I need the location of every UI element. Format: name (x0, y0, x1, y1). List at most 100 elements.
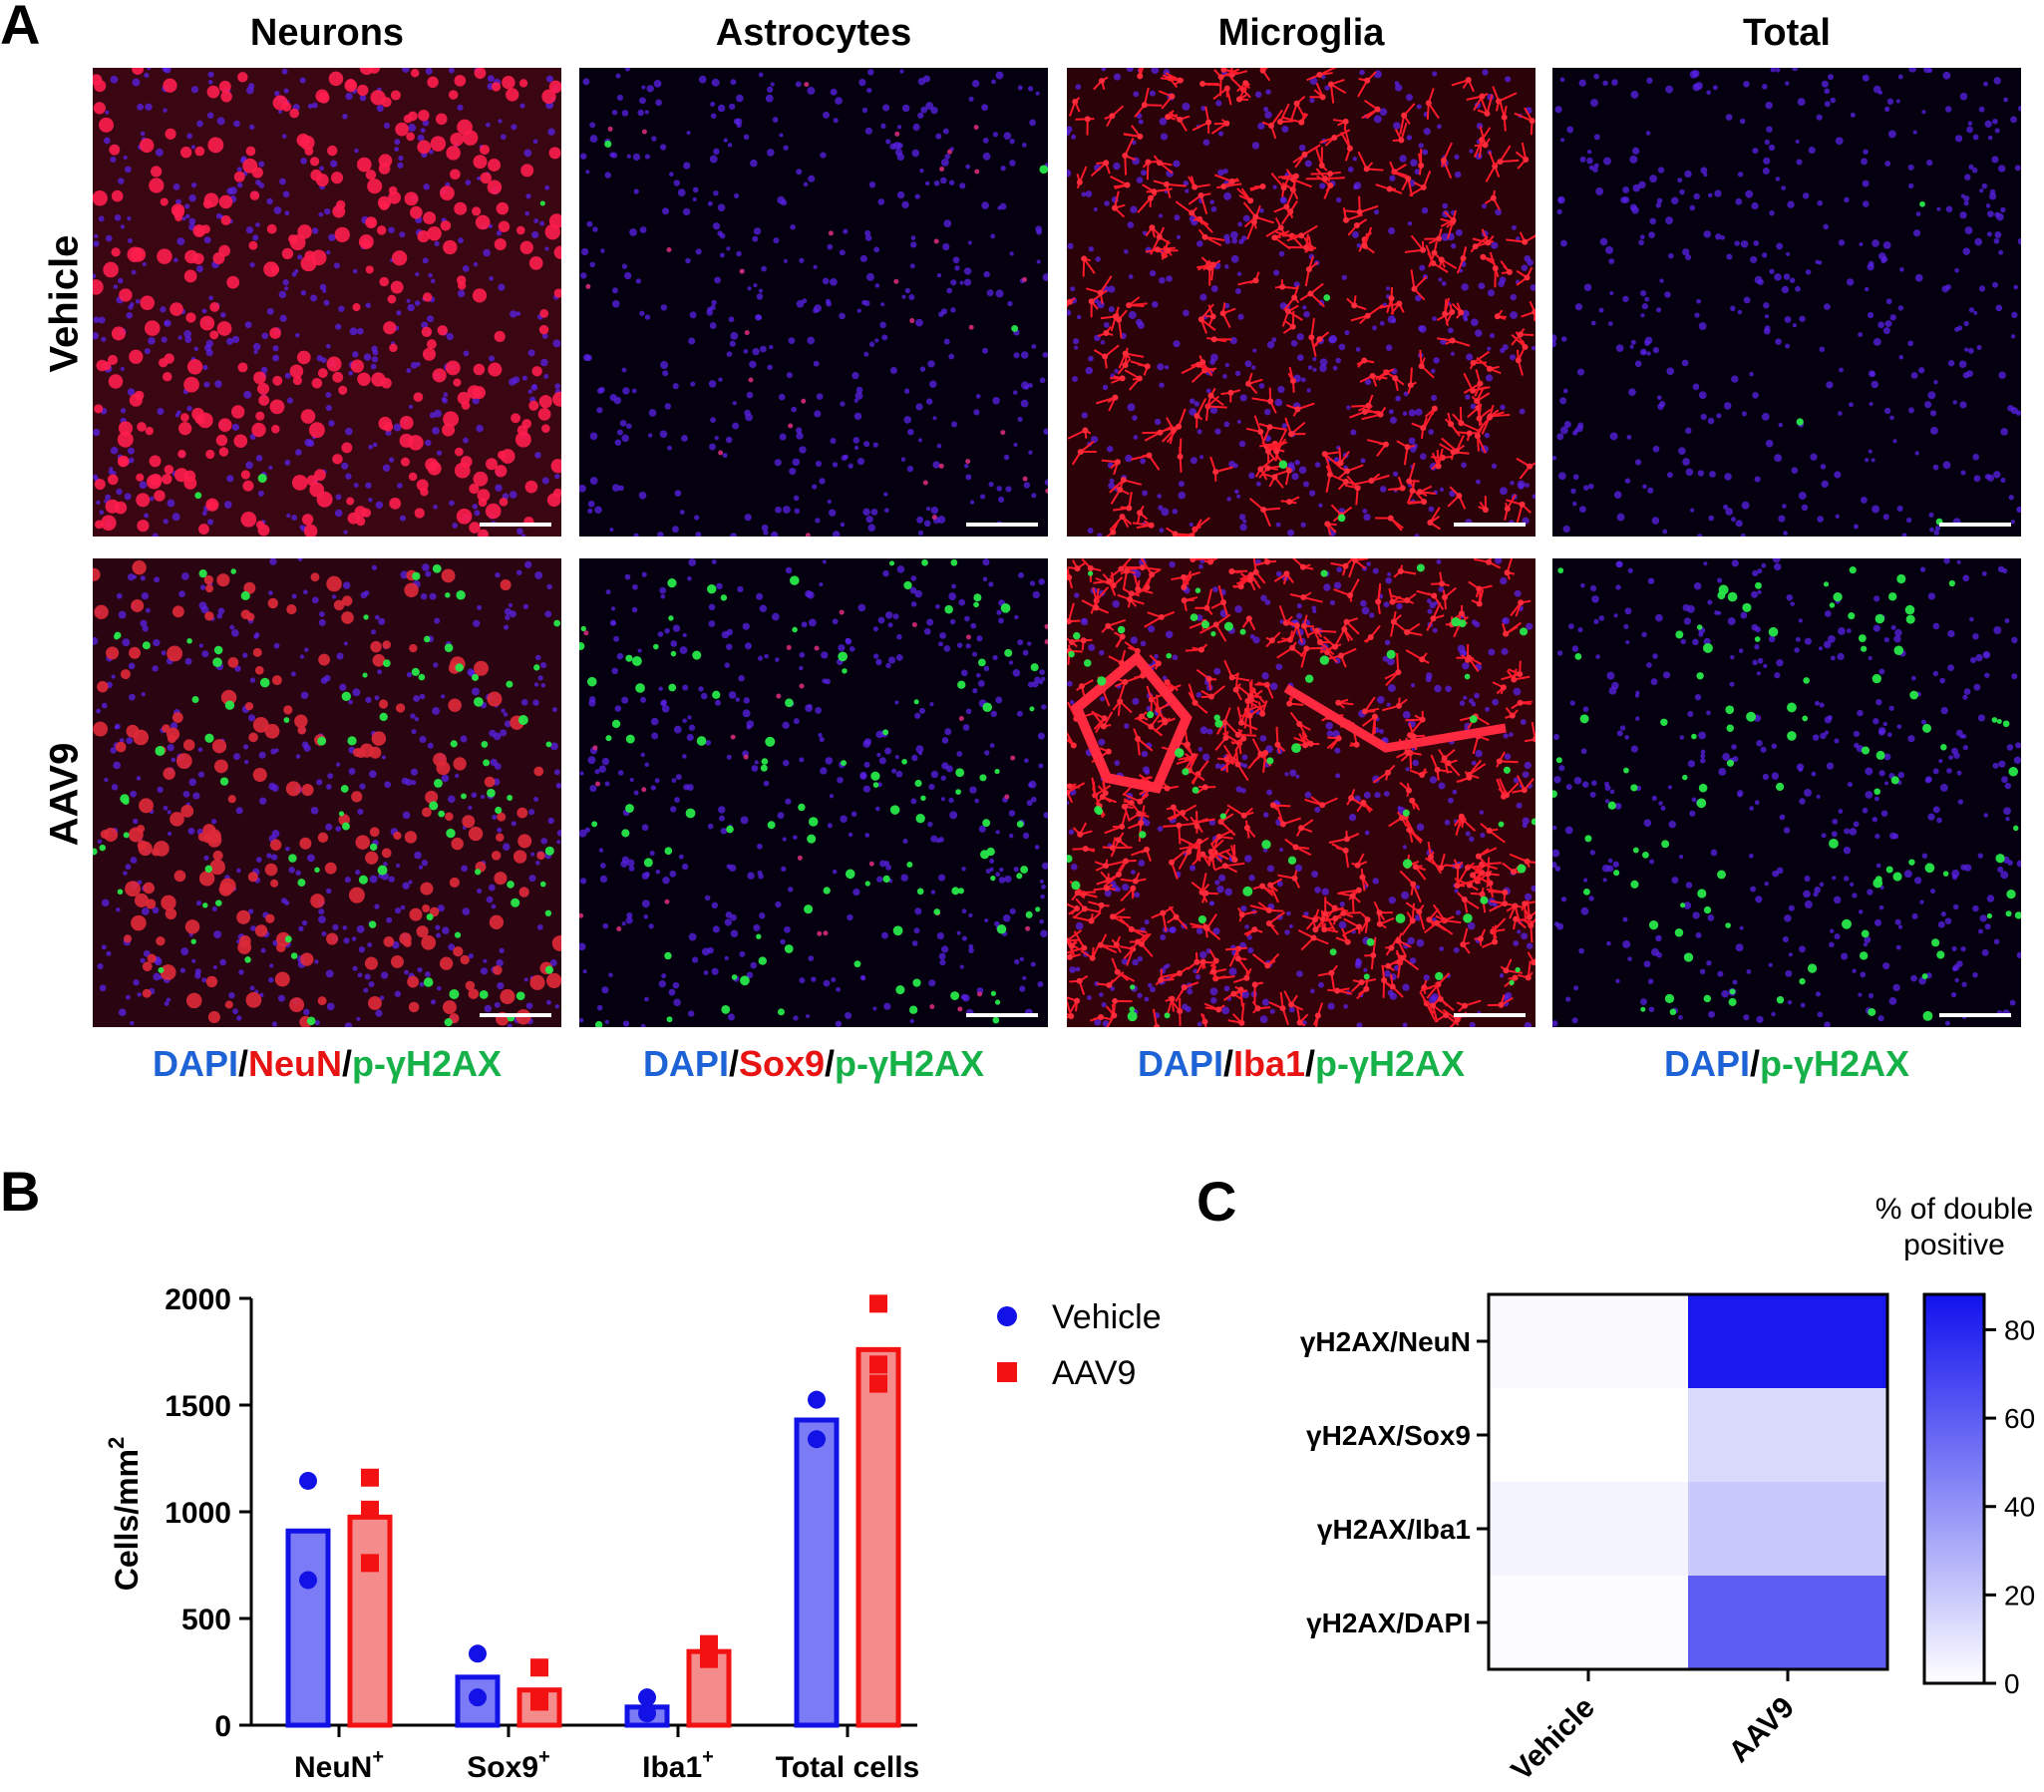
panel-a-letter: A (0, 0, 41, 56)
stain-separator: / (1749, 1043, 1760, 1084)
x-tick-label-superscript: + (538, 1746, 550, 1768)
micrograph-aav9-neurons (93, 558, 561, 1027)
stain-separator: / (237, 1043, 248, 1084)
stain-gh2ax: p-γH2AX (1760, 1043, 1910, 1084)
data-point-aav9 (530, 1658, 548, 1677)
heatmap-cell (1688, 1576, 1887, 1669)
x-tick-label: NeuN+ (294, 1746, 384, 1784)
stain-sox9: Sox9 (738, 1043, 826, 1084)
heatmap-cell (1688, 1388, 1887, 1482)
stain-separator: / (728, 1043, 739, 1084)
bar-vehicle (285, 1528, 331, 1728)
stain-separator: / (1305, 1043, 1316, 1084)
heatmap-cell (1489, 1576, 1688, 1669)
legend-label-aav9: AAV9 (1052, 1354, 1136, 1392)
column-title-microglia: Microglia (1217, 12, 1385, 54)
stain-iba1: Iba1 (1232, 1043, 1306, 1084)
bar-aav9 (347, 1514, 393, 1728)
stain-dapi: DAPI (152, 1043, 238, 1084)
row-label-vehicle: Vehicle (42, 234, 87, 373)
y-tick-label: 0 (214, 1710, 231, 1743)
micrograph-vehicle-astrocytes (579, 68, 1048, 537)
colorbar-tick-label: 60 (2004, 1403, 2035, 1434)
colorbar-title: positive (1903, 1229, 2005, 1261)
stain-neun: NeuN (247, 1043, 342, 1084)
legend-marker-aav9 (997, 1362, 1017, 1382)
stain-dapi: DAPI (1663, 1043, 1750, 1084)
data-point-aav9 (869, 1374, 887, 1393)
x-tick-label-superscript: + (702, 1746, 714, 1768)
x-tick-label-superscript: + (372, 1746, 384, 1768)
stain-dapi: DAPI (1137, 1043, 1223, 1084)
data-point-vehicle (808, 1390, 826, 1409)
heatmap-cell (1489, 1482, 1688, 1576)
panel-b-letter: B (0, 1160, 41, 1223)
stain-gh2ax: p-γH2AX (835, 1043, 985, 1084)
stain-gh2ax: p-γH2AX (352, 1043, 503, 1084)
data-point-aav9 (869, 1294, 887, 1313)
x-tick-label: Vehicle (1505, 1691, 1600, 1787)
micrograph-aav9-astrocytes (579, 558, 1048, 1027)
y-tick-label: γH2AX/NeuN (1300, 1326, 1471, 1357)
scale-bar (966, 1013, 1038, 1017)
y-tick-label: 1000 (165, 1497, 231, 1530)
y-axis-label-superscript: 2 (104, 1437, 129, 1449)
stain-dapi: DAPI (642, 1043, 729, 1084)
micrograph-vehicle-total (1552, 68, 2021, 537)
heatmap-double-positive: γH2AX/NeuN γH2AX/Sox9 γH2AX/Iba1 γH2AX/DAPI… (1300, 1193, 2035, 1787)
heatmap-cell (1489, 1294, 1688, 1388)
legend-marker-vehicle (997, 1306, 1017, 1326)
data-point-aav9 (361, 1500, 379, 1519)
data-point-vehicle (299, 1571, 317, 1590)
colorbar (1922, 1292, 1986, 1685)
y-tick-label: γH2AX/Sox9 (1306, 1420, 1471, 1451)
scale-bar (1939, 1013, 2011, 1017)
legend-label-vehicle: Vehicle (1052, 1298, 1162, 1336)
colorbar-tick-label: 40 (2004, 1492, 2035, 1523)
micrograph-vehicle-neurons (93, 68, 561, 537)
bar-vehicle (794, 1417, 840, 1728)
scale-bar (1454, 523, 1526, 527)
panel-c-letter: C (1196, 1170, 1237, 1233)
y-tick-label: 2000 (165, 1283, 231, 1316)
bar-aav9 (855, 1346, 901, 1728)
data-point-vehicle (469, 1644, 487, 1663)
column-title-total: Total (1743, 12, 1831, 54)
colorbar-tick-label: 0 (2004, 1668, 2020, 1699)
colorbar-tick-label: 80 (2004, 1314, 2035, 1345)
data-point-aav9 (361, 1554, 379, 1573)
y-tick-label: 1500 (165, 1390, 231, 1423)
scale-bar (1454, 1013, 1526, 1017)
data-point-vehicle (808, 1430, 826, 1449)
data-point-vehicle (638, 1688, 656, 1707)
scale-bar (480, 523, 551, 527)
scale-bar (966, 523, 1038, 527)
stain-label-total: DAPI/p-γH2AX (1552, 1043, 2021, 1085)
scale-bar (480, 1013, 551, 1017)
stain-label-microglia: DAPI/Iba1/p-γH2AX (1067, 1043, 1535, 1085)
bar-chart-cells-per-mm2: 0 500 1000 1500 2000 Cells/mm2 NeuN+ Sox9+ Iba1+… (104, 1283, 1162, 1784)
row-label-aav9: AAV9 (42, 742, 87, 847)
colorbar-tick-label: 20 (2004, 1580, 2035, 1611)
stain-separator: / (1222, 1043, 1233, 1084)
x-tick-label: AAV9 (1723, 1691, 1801, 1769)
column-title-astrocytes: Astrocytes (715, 12, 912, 54)
colorbar-title: % of double (1875, 1193, 2033, 1226)
column-title-neurons: Neurons (249, 12, 405, 54)
data-point-vehicle (299, 1471, 317, 1490)
scale-bar (1939, 523, 2011, 527)
data-point-vehicle (469, 1688, 487, 1707)
stain-label-neurons: DAPI/NeuN/p-γH2AX (93, 1043, 561, 1085)
x-tick-label: Total cells (776, 1751, 920, 1784)
stain-separator: / (825, 1043, 836, 1084)
micrograph-vehicle-microglia (1067, 68, 1535, 537)
stain-gh2ax: p-γH2AX (1315, 1043, 1466, 1084)
data-point-aav9 (361, 1468, 379, 1487)
data-point-vehicle (638, 1704, 656, 1723)
data-point-aav9 (700, 1649, 718, 1668)
y-axis-label: Cells/mm2 (104, 1437, 145, 1592)
x-tick-label: Iba1+ (642, 1746, 714, 1784)
stain-separator: / (342, 1043, 353, 1084)
x-tick-label: Sox9+ (467, 1746, 549, 1784)
heatmap-cell (1688, 1482, 1887, 1576)
